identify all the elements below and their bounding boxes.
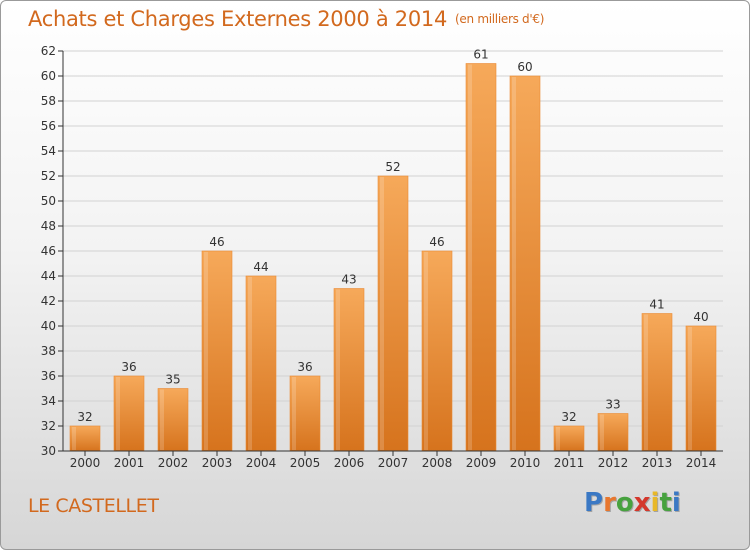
logo-letter: o xyxy=(615,488,634,518)
data-label-2000: 32 xyxy=(77,410,92,424)
y-tick-label: 36 xyxy=(41,369,56,383)
chart-title-text: Achats et Charges Externes 2000 à 2014 xyxy=(28,7,448,31)
y-tick-label: 58 xyxy=(41,94,56,108)
data-label-2011: 32 xyxy=(561,410,576,424)
y-tick-label: 50 xyxy=(41,194,56,208)
y-tick-label: 48 xyxy=(41,219,56,233)
data-label-2010: 60 xyxy=(517,60,532,74)
x-tick-label-2012: 2012 xyxy=(598,456,629,470)
x-tick-label-2011: 2011 xyxy=(554,456,585,470)
data-label-2002: 35 xyxy=(165,373,180,387)
logo-letter: P xyxy=(584,488,604,518)
bar-highlight xyxy=(424,252,428,450)
bar-highlight xyxy=(556,427,560,450)
bar-2005 xyxy=(289,375,321,452)
bar-2012 xyxy=(597,413,629,452)
proxiti-logo: Proxiti xyxy=(584,488,681,518)
axes: 30 32 34 36 38 40 42 44 46 48 50 52 54 56 58 60 62 2000 20… xyxy=(41,44,723,470)
x-tick-label-2003: 2003 xyxy=(202,456,233,470)
y-tick-label: 54 xyxy=(41,144,56,158)
data-label-2001: 36 xyxy=(121,360,136,374)
chart-subtitle: (en milliers d'€) xyxy=(455,12,545,26)
y-tick-label: 42 xyxy=(41,294,56,308)
bar-2000 xyxy=(69,425,101,452)
bar-2004 xyxy=(245,275,277,452)
data-label-2006: 43 xyxy=(341,273,356,287)
x-tick-label-2013: 2013 xyxy=(642,456,673,470)
bar-highlight xyxy=(292,377,296,450)
bar-highlight xyxy=(204,252,208,450)
data-label-2013: 41 xyxy=(649,298,664,312)
x-tick-label-2006: 2006 xyxy=(334,456,365,470)
bar-highlight xyxy=(512,77,516,450)
bar-2006 xyxy=(333,288,365,452)
data-label-2009: 61 xyxy=(473,48,488,62)
logo-letter: t xyxy=(659,488,672,518)
x-tick-label-2008: 2008 xyxy=(422,456,453,470)
y-tick-label: 52 xyxy=(41,169,56,183)
data-label-2008: 46 xyxy=(429,235,444,249)
y-tick-label: 32 xyxy=(41,419,56,433)
x-tick-label-2002: 2002 xyxy=(158,456,189,470)
chart-title: Achats et Charges Externes 2000 à 2014 (e… xyxy=(28,7,544,31)
y-tick-label: 34 xyxy=(41,394,56,408)
y-tick-label: 46 xyxy=(41,244,56,258)
x-tick-label-2007: 2007 xyxy=(378,456,409,470)
bar-highlight xyxy=(160,389,164,450)
bar-highlight xyxy=(116,377,120,450)
bar-2007 xyxy=(377,175,409,452)
data-label-2014: 40 xyxy=(693,310,708,324)
bar-2009 xyxy=(465,63,497,452)
x-tick-label-2001: 2001 xyxy=(114,456,145,470)
bar-2008 xyxy=(421,250,453,452)
x-tick-label-2000: 2000 xyxy=(70,456,101,470)
y-tick-label: 62 xyxy=(41,44,56,58)
y-tick-label: 60 xyxy=(41,69,56,83)
y-tick-label: 30 xyxy=(41,444,56,458)
bar-highlight xyxy=(468,64,472,450)
y-tick-label: 38 xyxy=(41,344,56,358)
bar-highlight xyxy=(336,289,340,450)
bar-2011 xyxy=(553,425,585,452)
logo-letter: i xyxy=(650,488,660,518)
data-labels: 32 36 35 46 44 36 43 52 46 61 60 32 33 41 40 xyxy=(77,48,708,425)
bar-2002 xyxy=(157,388,189,452)
city-name: LE CASTELLET xyxy=(28,495,159,517)
logo-letter: x xyxy=(633,488,651,518)
bar-highlight xyxy=(600,414,604,450)
data-label-2003: 46 xyxy=(209,235,224,249)
logo-letter: r xyxy=(603,488,616,518)
data-label-2005: 36 xyxy=(297,360,312,374)
bar-highlight xyxy=(380,177,384,450)
bar-highlight xyxy=(72,427,76,450)
data-label-2012: 33 xyxy=(605,398,620,412)
y-tick-label: 56 xyxy=(41,119,56,133)
data-label-2007: 52 xyxy=(385,160,400,174)
logo-letter: i xyxy=(671,488,681,518)
x-tick-label-2004: 2004 xyxy=(246,456,277,470)
bar-2014 xyxy=(685,325,717,452)
x-tick-label-2014: 2014 xyxy=(686,456,717,470)
data-label-2004: 44 xyxy=(253,260,268,274)
bars xyxy=(69,63,717,452)
x-tick-label-2010: 2010 xyxy=(510,456,541,470)
bar-highlight xyxy=(644,314,648,450)
y-tick-label: 40 xyxy=(41,319,56,333)
bar-2013 xyxy=(641,313,673,452)
x-tick-label-2005: 2005 xyxy=(290,456,321,470)
bar-2010 xyxy=(509,75,541,452)
y-tick-label: 44 xyxy=(41,269,56,283)
bar-highlight xyxy=(248,277,252,450)
x-tick-label-2009: 2009 xyxy=(466,456,497,470)
bar-highlight xyxy=(688,327,692,450)
